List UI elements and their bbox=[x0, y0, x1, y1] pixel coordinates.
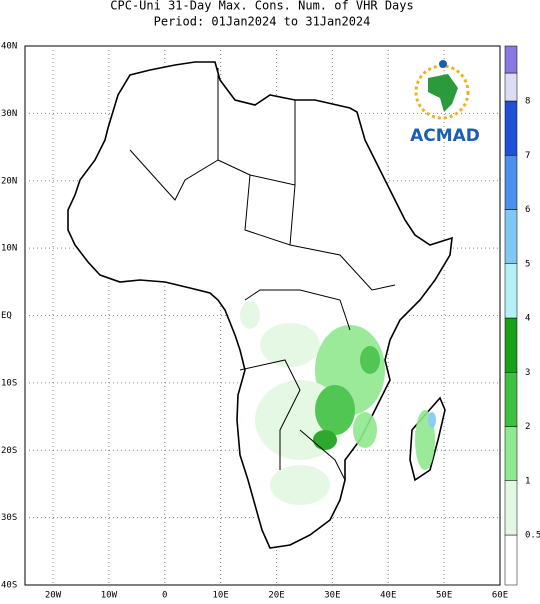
colorbar-swatch bbox=[504, 480, 518, 536]
colorbar-label: 1 bbox=[525, 476, 530, 486]
lat-label: 10N bbox=[1, 244, 17, 254]
logo-text: ACMAD bbox=[410, 126, 480, 146]
colorbar-swatch bbox=[504, 317, 518, 373]
lon-label: 40E bbox=[380, 591, 396, 601]
colorbar-label: 6 bbox=[525, 205, 530, 215]
lat-label: 30N bbox=[1, 109, 17, 119]
lon-label: 50E bbox=[436, 591, 452, 601]
lon-label: 60E bbox=[492, 591, 508, 601]
colorbar-swatch bbox=[504, 45, 518, 74]
colorbar-swatch bbox=[504, 426, 518, 481]
map-title: CPC-Uni 31-Day Max. Cons. Num. of VHR Da… bbox=[110, 0, 413, 13]
lon-label: 20W bbox=[45, 591, 62, 601]
colorbar-swatch bbox=[504, 372, 518, 427]
colorbar-label: 8 bbox=[525, 97, 530, 107]
lat-label: EQ bbox=[1, 311, 12, 321]
colorbar: 0.5 1 2 3 4 5 6 7 8 bbox=[504, 45, 540, 586]
lat-label: 20S bbox=[1, 446, 17, 456]
lon-label: 10W bbox=[101, 591, 118, 601]
colorbar-label: 0.5 bbox=[525, 531, 540, 541]
lat-label: 20N bbox=[1, 176, 17, 186]
lon-label: 20E bbox=[268, 591, 284, 601]
colorbar-swatch bbox=[504, 72, 518, 102]
colorbar-label: 7 bbox=[525, 151, 530, 161]
colorbar-swatch bbox=[504, 100, 518, 156]
map-subtitle: Period: 01Jan2024 to 31Jan2024 bbox=[154, 15, 371, 29]
lon-label: 30E bbox=[324, 591, 340, 601]
colorbar-label: 4 bbox=[525, 314, 530, 324]
colorbar-swatch bbox=[504, 534, 518, 586]
colorbar-label: 3 bbox=[525, 368, 530, 378]
colorbar-label: 5 bbox=[525, 259, 530, 269]
lat-label: 40N bbox=[1, 42, 17, 52]
colorbar-swatch bbox=[504, 155, 518, 210]
lon-label: 10E bbox=[212, 591, 228, 601]
lat-label: 30S bbox=[1, 513, 17, 523]
borders bbox=[129, 68, 396, 481]
colorbar-swatch bbox=[504, 209, 518, 264]
lon-label: 0 bbox=[162, 591, 167, 601]
colorbar-label: 2 bbox=[525, 422, 530, 432]
lat-label: 10S bbox=[1, 378, 17, 388]
logo: ACMAD bbox=[410, 60, 480, 146]
rain-patches bbox=[240, 301, 436, 505]
colorbar-swatch bbox=[504, 263, 518, 319]
lat-label: 40S bbox=[1, 581, 17, 591]
